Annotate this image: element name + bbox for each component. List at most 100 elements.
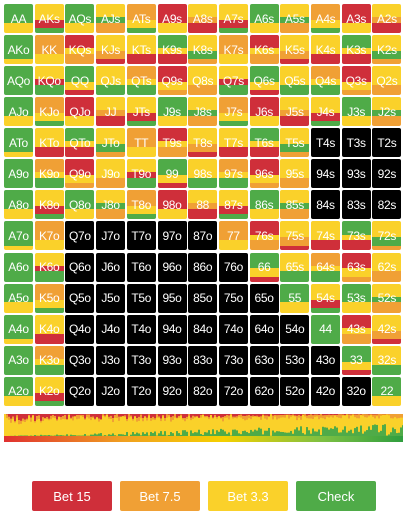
hand-cell[interactable]: 75o <box>218 283 248 313</box>
hand-cell[interactable]: 33 <box>341 345 371 375</box>
hand-cell[interactable]: 85s <box>280 190 310 220</box>
hand-cell[interactable]: KTo <box>34 128 64 158</box>
hand-cell[interactable]: T8o <box>126 190 156 220</box>
hand-cell[interactable]: A8o <box>4 190 33 220</box>
hand-cell[interactable]: Q4s <box>311 66 340 96</box>
hand-cell[interactable]: 86s <box>249 190 279 220</box>
hand-cell[interactable]: J9s <box>157 97 187 127</box>
hand-cell[interactable]: T4s <box>311 128 340 158</box>
hand-cell[interactable]: A4s <box>311 4 340 33</box>
hand-cell[interactable]: 76s <box>249 221 279 251</box>
hand-cell[interactable]: 64s <box>311 252 340 282</box>
hand-cell[interactable]: 54o <box>280 314 310 344</box>
hand-cell[interactable]: 85o <box>188 283 218 313</box>
hand-cell[interactable]: T2s <box>372 128 402 158</box>
hand-cell[interactable]: AJo <box>4 97 33 127</box>
hand-cell[interactable]: A7o <box>4 221 33 251</box>
hand-cell[interactable]: Q8s <box>188 66 218 96</box>
hand-cell[interactable]: 88 <box>188 190 218 220</box>
hand-cell[interactable]: T3o <box>126 345 156 375</box>
hand-cell[interactable]: A7s <box>218 4 248 33</box>
hand-cell[interactable]: 95s <box>280 159 310 189</box>
hand-cell[interactable]: J2o <box>96 376 126 406</box>
hand-cell[interactable]: 62s <box>372 252 402 282</box>
hand-cell[interactable]: Q9o <box>65 159 95 189</box>
hand-cell[interactable]: J3s <box>341 97 371 127</box>
hand-cell[interactable]: Q9s <box>157 66 187 96</box>
hand-cell[interactable]: K7s <box>218 35 248 65</box>
hand-cell[interactable]: K4o <box>34 314 64 344</box>
hand-cell[interactable]: K9o <box>34 159 64 189</box>
hand-cell[interactable]: T6s <box>249 128 279 158</box>
hand-cell[interactable]: A3o <box>4 345 33 375</box>
hand-cell[interactable]: AKs <box>34 4 64 33</box>
hand-cell[interactable]: 74s <box>311 221 340 251</box>
hand-cell[interactable]: 73o <box>218 345 248 375</box>
hand-cell[interactable]: 42o <box>311 376 340 406</box>
hand-cell[interactable]: 32o <box>341 376 371 406</box>
hand-cell[interactable]: J7s <box>218 97 248 127</box>
hand-cell[interactable]: QTs <box>126 66 156 96</box>
hand-cell[interactable]: 76o <box>218 252 248 282</box>
hand-cell[interactable]: 43s <box>341 314 371 344</box>
hand-cell[interactable]: 53o <box>280 345 310 375</box>
hand-cell[interactable]: 64o <box>249 314 279 344</box>
bet-7-5-button[interactable]: Bet 7.5 <box>120 481 200 511</box>
hand-cell[interactable]: 98o <box>157 190 187 220</box>
hand-cell[interactable]: 92o <box>157 376 187 406</box>
hand-cell[interactable]: QTo <box>65 128 95 158</box>
hand-cell[interactable]: Q7s <box>218 66 248 96</box>
hand-cell[interactable]: T4o <box>126 314 156 344</box>
hand-cell[interactable]: K5s <box>280 35 310 65</box>
hand-cell[interactable]: 94o <box>157 314 187 344</box>
hand-cell[interactable]: 84s <box>311 190 340 220</box>
hand-cell[interactable]: 65s <box>280 252 310 282</box>
hand-cell[interactable]: 87o <box>188 221 218 251</box>
hand-cell[interactable]: 73s <box>341 221 371 251</box>
hand-cell[interactable]: T2o <box>126 376 156 406</box>
hand-cell[interactable]: K2o <box>34 376 64 406</box>
hand-cell[interactable]: T9o <box>126 159 156 189</box>
hand-cell[interactable]: 22 <box>372 376 402 406</box>
hand-cell[interactable]: 54s <box>311 283 340 313</box>
hand-cell[interactable]: KQs <box>65 35 95 65</box>
hand-cell[interactable]: J4o <box>96 314 126 344</box>
hand-cell[interactable]: 75s <box>280 221 310 251</box>
hand-cell[interactable]: 96o <box>157 252 187 282</box>
bet-3-3-button[interactable]: Bet 3.3 <box>208 481 288 511</box>
hand-cell[interactable]: K6s <box>249 35 279 65</box>
hand-cell[interactable]: K3s <box>341 35 371 65</box>
hand-cell[interactable]: 66 <box>249 252 279 282</box>
hand-cell[interactable]: 62o <box>249 376 279 406</box>
hand-cell[interactable]: T9s <box>157 128 187 158</box>
hand-cell[interactable]: 63o <box>249 345 279 375</box>
hand-cell[interactable]: J5o <box>96 283 126 313</box>
hand-cell[interactable]: J2s <box>372 97 402 127</box>
hand-cell[interactable]: Q7o <box>65 221 95 251</box>
hand-cell[interactable]: KJo <box>34 97 64 127</box>
hand-cell[interactable]: 55 <box>280 283 310 313</box>
hand-cell[interactable]: J5s <box>280 97 310 127</box>
hand-cell[interactable]: 93o <box>157 345 187 375</box>
hand-cell[interactable]: K5o <box>34 283 64 313</box>
hand-cell[interactable]: A9o <box>4 159 33 189</box>
hand-cell[interactable]: T8s <box>188 128 218 158</box>
hand-cell[interactable]: AQo <box>4 66 33 96</box>
hand-cell[interactable]: J9o <box>96 159 126 189</box>
hand-cell[interactable]: 84o <box>188 314 218 344</box>
hand-cell[interactable]: ATs <box>126 4 156 33</box>
hand-cell[interactable]: JTo <box>96 128 126 158</box>
hand-cell[interactable]: 74o <box>218 314 248 344</box>
hand-cell[interactable]: 97s <box>218 159 248 189</box>
hand-cell[interactable]: J4s <box>311 97 340 127</box>
hand-cell[interactable]: 96s <box>249 159 279 189</box>
hand-cell[interactable]: Q2s <box>372 66 402 96</box>
hand-cell[interactable]: 52o <box>280 376 310 406</box>
hand-cell[interactable]: QQ <box>65 66 95 96</box>
hand-cell[interactable]: Q3s <box>341 66 371 96</box>
hand-cell[interactable]: A2s <box>372 4 402 33</box>
hand-cell[interactable]: 97o <box>157 221 187 251</box>
hand-cell[interactable]: 72s <box>372 221 402 251</box>
hand-cell[interactable]: 65o <box>249 283 279 313</box>
hand-cell[interactable]: ATo <box>4 128 33 158</box>
